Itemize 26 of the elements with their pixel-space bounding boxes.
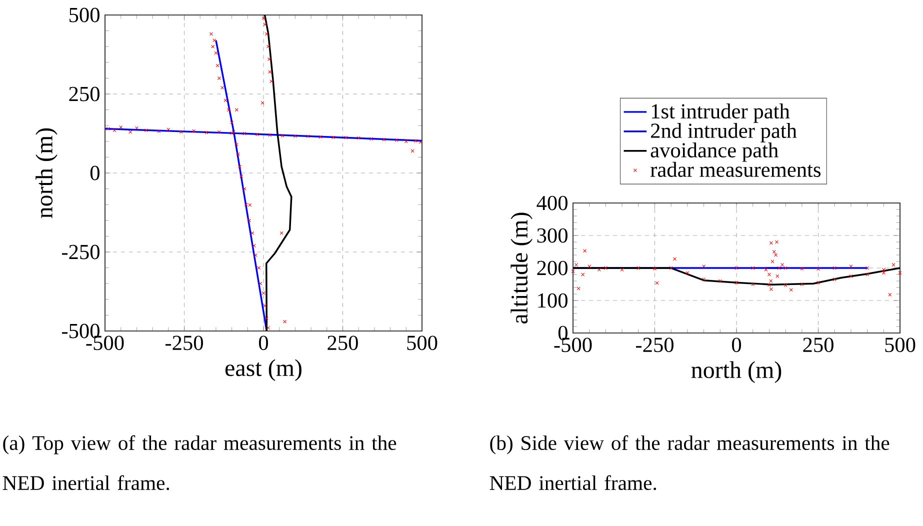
y-tick-label: 200 [537, 260, 568, 276]
x-tick-label: 250 [328, 336, 358, 350]
y-axis-title: north (m) [36, 128, 58, 218]
text: (b) Side view of the radar measurements in the NED inertial frame. [490, 435, 890, 490]
legend-label: 2nd intruder path [651, 122, 797, 142]
x-axis-title: east (m) [225, 359, 302, 382]
legend-label: avoidance path [650, 142, 778, 162]
x-tick-label: 250 [803, 338, 834, 352]
x-tick-label: 500 [407, 336, 438, 350]
x-tick-label: 0 [732, 338, 742, 352]
y-tick-label: 100 [538, 293, 568, 308]
y-axis-title: altitude (m) [510, 212, 532, 324]
x-tick-label: 0 [258, 336, 268, 350]
text: (a) Top view of the radar measurements in the NED inertial frame. [2, 435, 396, 490]
legend-label: radar measurements [650, 162, 821, 177]
y-tick-label: 400 [536, 196, 568, 210]
x-axis-title: north (m) [691, 361, 782, 384]
x-tick-label: -250 [166, 336, 203, 350]
legend-label: 1st intruder path [652, 104, 790, 123]
x-tick-label: -250 [636, 338, 674, 352]
y-tick-label: -250 [62, 244, 100, 260]
y-tick-label: 500 [70, 8, 100, 22]
y-tick-label: 300 [537, 228, 568, 243]
y-tick-label: 250 [69, 86, 100, 102]
x-tick-label: 500 [885, 338, 916, 352]
y-tick-label: 0 [90, 166, 100, 180]
